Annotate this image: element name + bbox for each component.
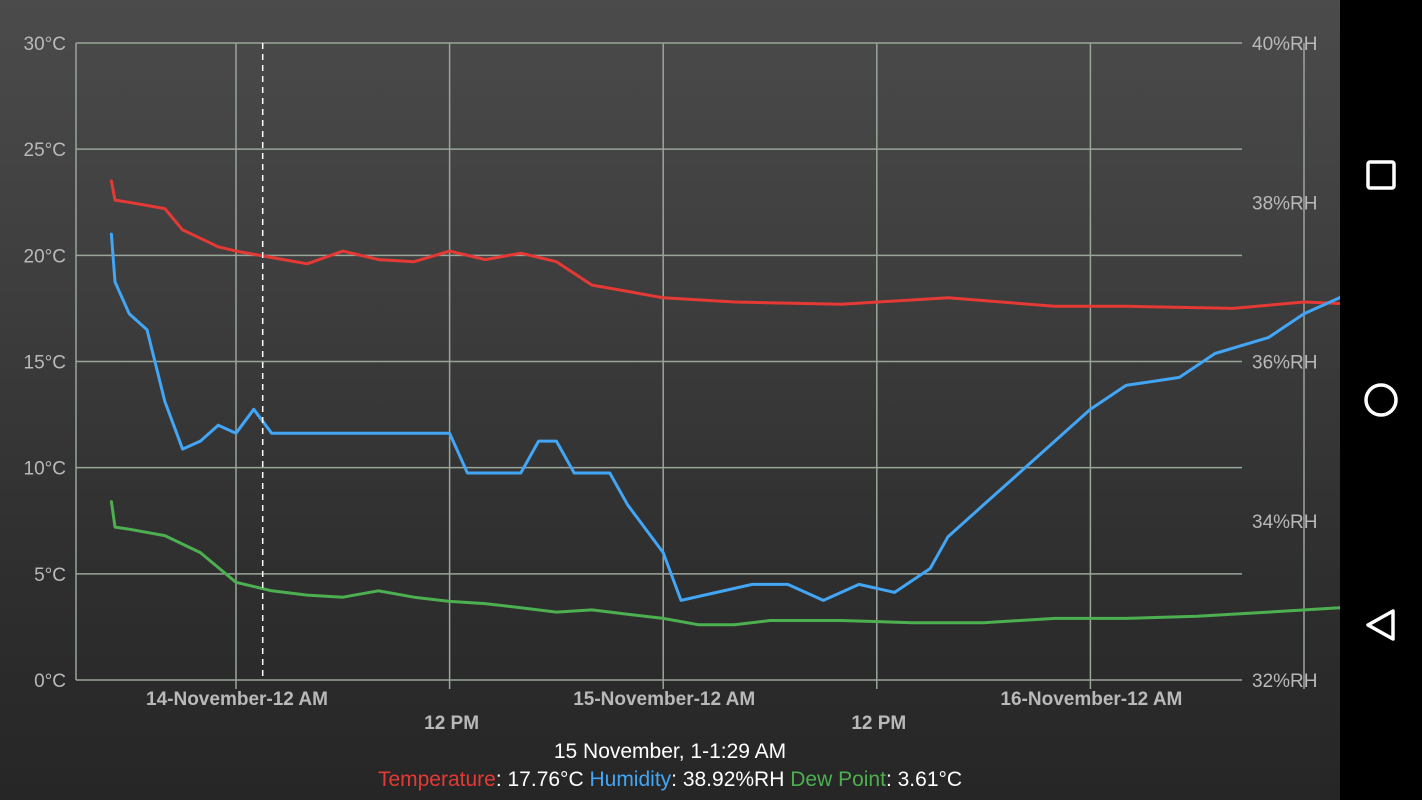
right-axis-tick-label: 34%RH (1252, 512, 1317, 533)
system-navigation-bar (1340, 0, 1422, 800)
x-axis-date-label: 15-November-12 AM (573, 689, 755, 710)
recents-square-icon (1366, 160, 1396, 190)
left-axis-tick-label: 30°C (24, 34, 66, 55)
left-axis-tick-label: 20°C (24, 246, 66, 267)
back-triangle-icon (1366, 609, 1395, 641)
home-circle-icon (1364, 383, 1398, 417)
humidity-legend-name: Humidity (589, 768, 672, 791)
right-axis-tick-label: 36%RH (1252, 353, 1317, 374)
cursor-values: Temperature: 17.76°C Humidity: 38.92%RH … (377, 768, 963, 791)
recents-button[interactable] (1351, 145, 1411, 205)
climate-chart[interactable]: 0°C 5°C 10°C 15°C 20°C 25°C 30°C 32%RH 34%RH 36%R… (0, 0, 1340, 738)
right-axis-tick-label: 32%RH (1252, 671, 1317, 692)
right-axis-tick-label: 40%RH (1252, 34, 1317, 55)
right-axis-tick-label: 38%RH (1252, 193, 1317, 214)
back-button[interactable] (1351, 595, 1411, 655)
left-axis-tick-label: 15°C (24, 353, 66, 374)
dewpoint-legend-value: 3.61°C (897, 768, 963, 791)
left-axis-tick-label: 25°C (24, 140, 66, 161)
x-axis-noon-label: 12 PM (424, 713, 479, 734)
x-axis-noon-label: 12 PM (851, 713, 906, 734)
home-button[interactable] (1351, 370, 1411, 430)
left-axis-tick-label: 10°C (24, 459, 66, 480)
dewpoint-legend-name: Dew Point (790, 768, 886, 791)
chart-legend-readout: 15 November, 1-1:29 AM Temperature: 17.7… (0, 738, 1340, 794)
x-axis-date-label: 16-November-12 AM (1000, 689, 1182, 710)
cursor-date-label: 15 November, 1-1:29 AM (553, 740, 787, 763)
dewpoint-line (109, 500, 1340, 627)
left-axis-tick-label: 5°C (34, 565, 66, 586)
temperature-legend-name: Temperature (377, 768, 496, 791)
left-axis-tick-label: 0°C (34, 671, 66, 692)
humidity-line (109, 232, 1340, 602)
x-axis-date-label: 14-November-12 AM (146, 689, 328, 710)
app-screen: 0°C 5°C 10°C 15°C 20°C 25°C 30°C 32%RH 34%RH 36%R… (0, 0, 1340, 800)
temperature-legend-value: 17.76°C (507, 768, 584, 791)
humidity-legend-value: 38.92%RH (682, 768, 785, 791)
temperature-line (109, 179, 1340, 310)
